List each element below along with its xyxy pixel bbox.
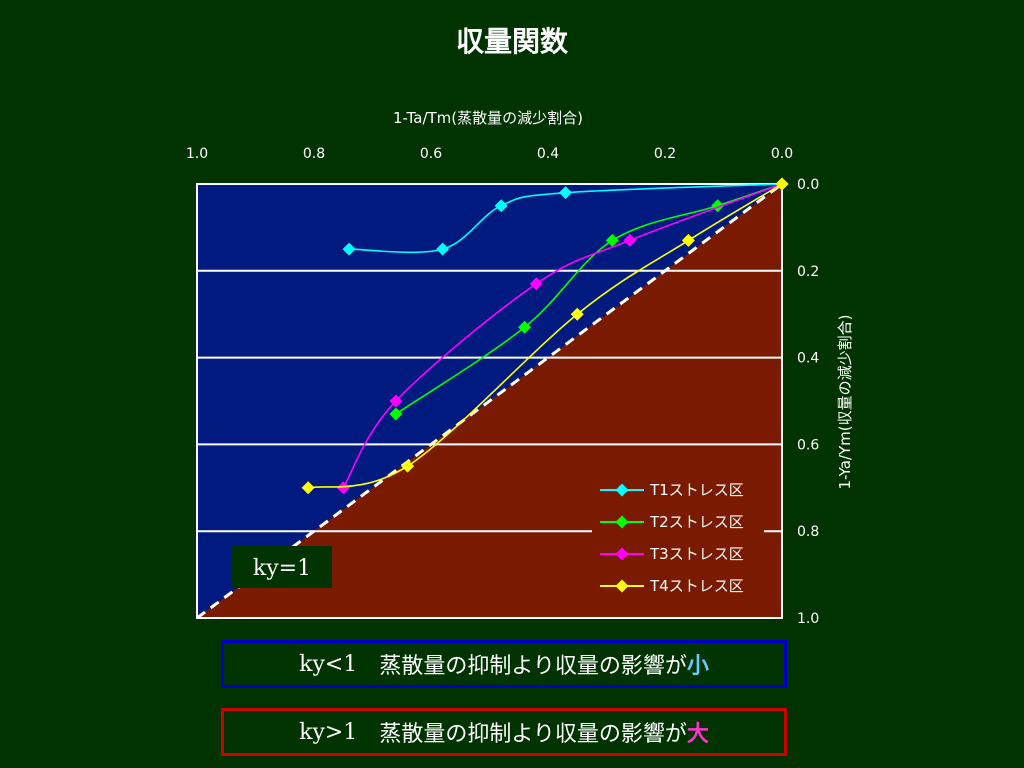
- data-point: [401, 459, 415, 473]
- x-axis-title: 1-Ta/Tm(蒸散量の減少割合): [393, 109, 583, 127]
- y-tick-label: 0.4: [797, 351, 819, 367]
- data-point: [681, 233, 695, 247]
- legend-marker: [615, 515, 629, 529]
- note-ky-greater-than-1-text: 蒸散量の抑制より収量の影響が: [379, 722, 687, 747]
- note-ky-less-than-1-text: 蒸散量の抑制より収量の影響が: [379, 654, 687, 679]
- note-ky-less-than-1-label: ky<1: [299, 651, 358, 677]
- data-point: [389, 394, 403, 408]
- legend-label: T1ストレス区: [649, 481, 744, 499]
- data-point: [775, 177, 789, 191]
- data-point: [389, 407, 403, 421]
- data-point: [570, 307, 584, 321]
- data-point: [559, 186, 573, 200]
- series-group: [301, 177, 789, 495]
- legend-label: T3ストレス区: [649, 545, 744, 563]
- note-ky-greater-than-1: ky>1 蒸散量の抑制より収量の影響が 大: [221, 708, 787, 756]
- data-point: [342, 242, 356, 256]
- legend-marker: [615, 483, 629, 497]
- x-tick-label: 0.6: [420, 146, 442, 162]
- data-point: [336, 481, 350, 495]
- y-axis-ticks: 0.0 0.2 0.4 0.6 0.8 1.0: [797, 177, 819, 627]
- x-tick-label: 1.0: [186, 146, 208, 162]
- slide-title: 収量関数: [455, 25, 568, 58]
- series-4: [301, 177, 789, 495]
- x-tick-label: 0.2: [654, 146, 676, 162]
- legend-marker: [615, 579, 629, 593]
- y-tick-label: 0.6: [797, 437, 819, 453]
- y-axis-title: 1-Ya/Ym(収量の減少割合): [836, 315, 854, 490]
- data-point: [436, 242, 450, 256]
- x-tick-label: 0.0: [771, 146, 793, 162]
- data-point: [494, 199, 508, 213]
- plot-border: [196, 183, 783, 619]
- legend-label: T2ストレス区: [649, 513, 744, 531]
- data-point: [529, 277, 543, 291]
- series-line: [349, 183, 783, 254]
- ky-1-label-text: ky=1: [253, 556, 311, 581]
- note-ky-less-than-1-emphasis: 小: [686, 654, 709, 679]
- x-tick-label: 0.4: [537, 146, 559, 162]
- legend: T1ストレス区 T2ストレス区 T3ストレス区 T4ストレス区: [592, 474, 764, 604]
- series-line: [395, 183, 783, 415]
- data-point: [518, 320, 532, 334]
- ky-1-reference-line: [196, 182, 783, 620]
- legend-marker: [615, 547, 629, 561]
- x-axis-ticks: 1.0 0.8 0.6 0.4 0.2 0.0: [186, 146, 793, 162]
- y-tick-label: 1.0: [797, 611, 819, 627]
- y-tick-label: 0.2: [797, 264, 819, 280]
- note-ky-less-than-1: ky<1 蒸散量の抑制より収量の影響が 小: [221, 640, 787, 688]
- data-point: [301, 481, 315, 495]
- data-point: [605, 233, 619, 247]
- note-ky-greater-than-1-label: ky>1: [299, 719, 358, 745]
- y-tick-label: 0.0: [797, 177, 819, 193]
- yield-function-chart: 1.0 0.8 0.6 0.4 0.2 0.0 0.0 0.2 0.4 0.6 0.8 1.0 1-…: [186, 109, 854, 627]
- ky-1-label-box: [232, 546, 332, 588]
- data-point: [623, 233, 637, 247]
- legend-label: T4ストレス区: [649, 577, 744, 595]
- series-line: [307, 183, 783, 489]
- ky-1-label: ky=1: [232, 546, 332, 588]
- x-tick-label: 0.8: [303, 146, 325, 162]
- note-ky-greater-than-1-emphasis: 大: [686, 722, 709, 747]
- y-tick-label: 0.8: [797, 524, 819, 540]
